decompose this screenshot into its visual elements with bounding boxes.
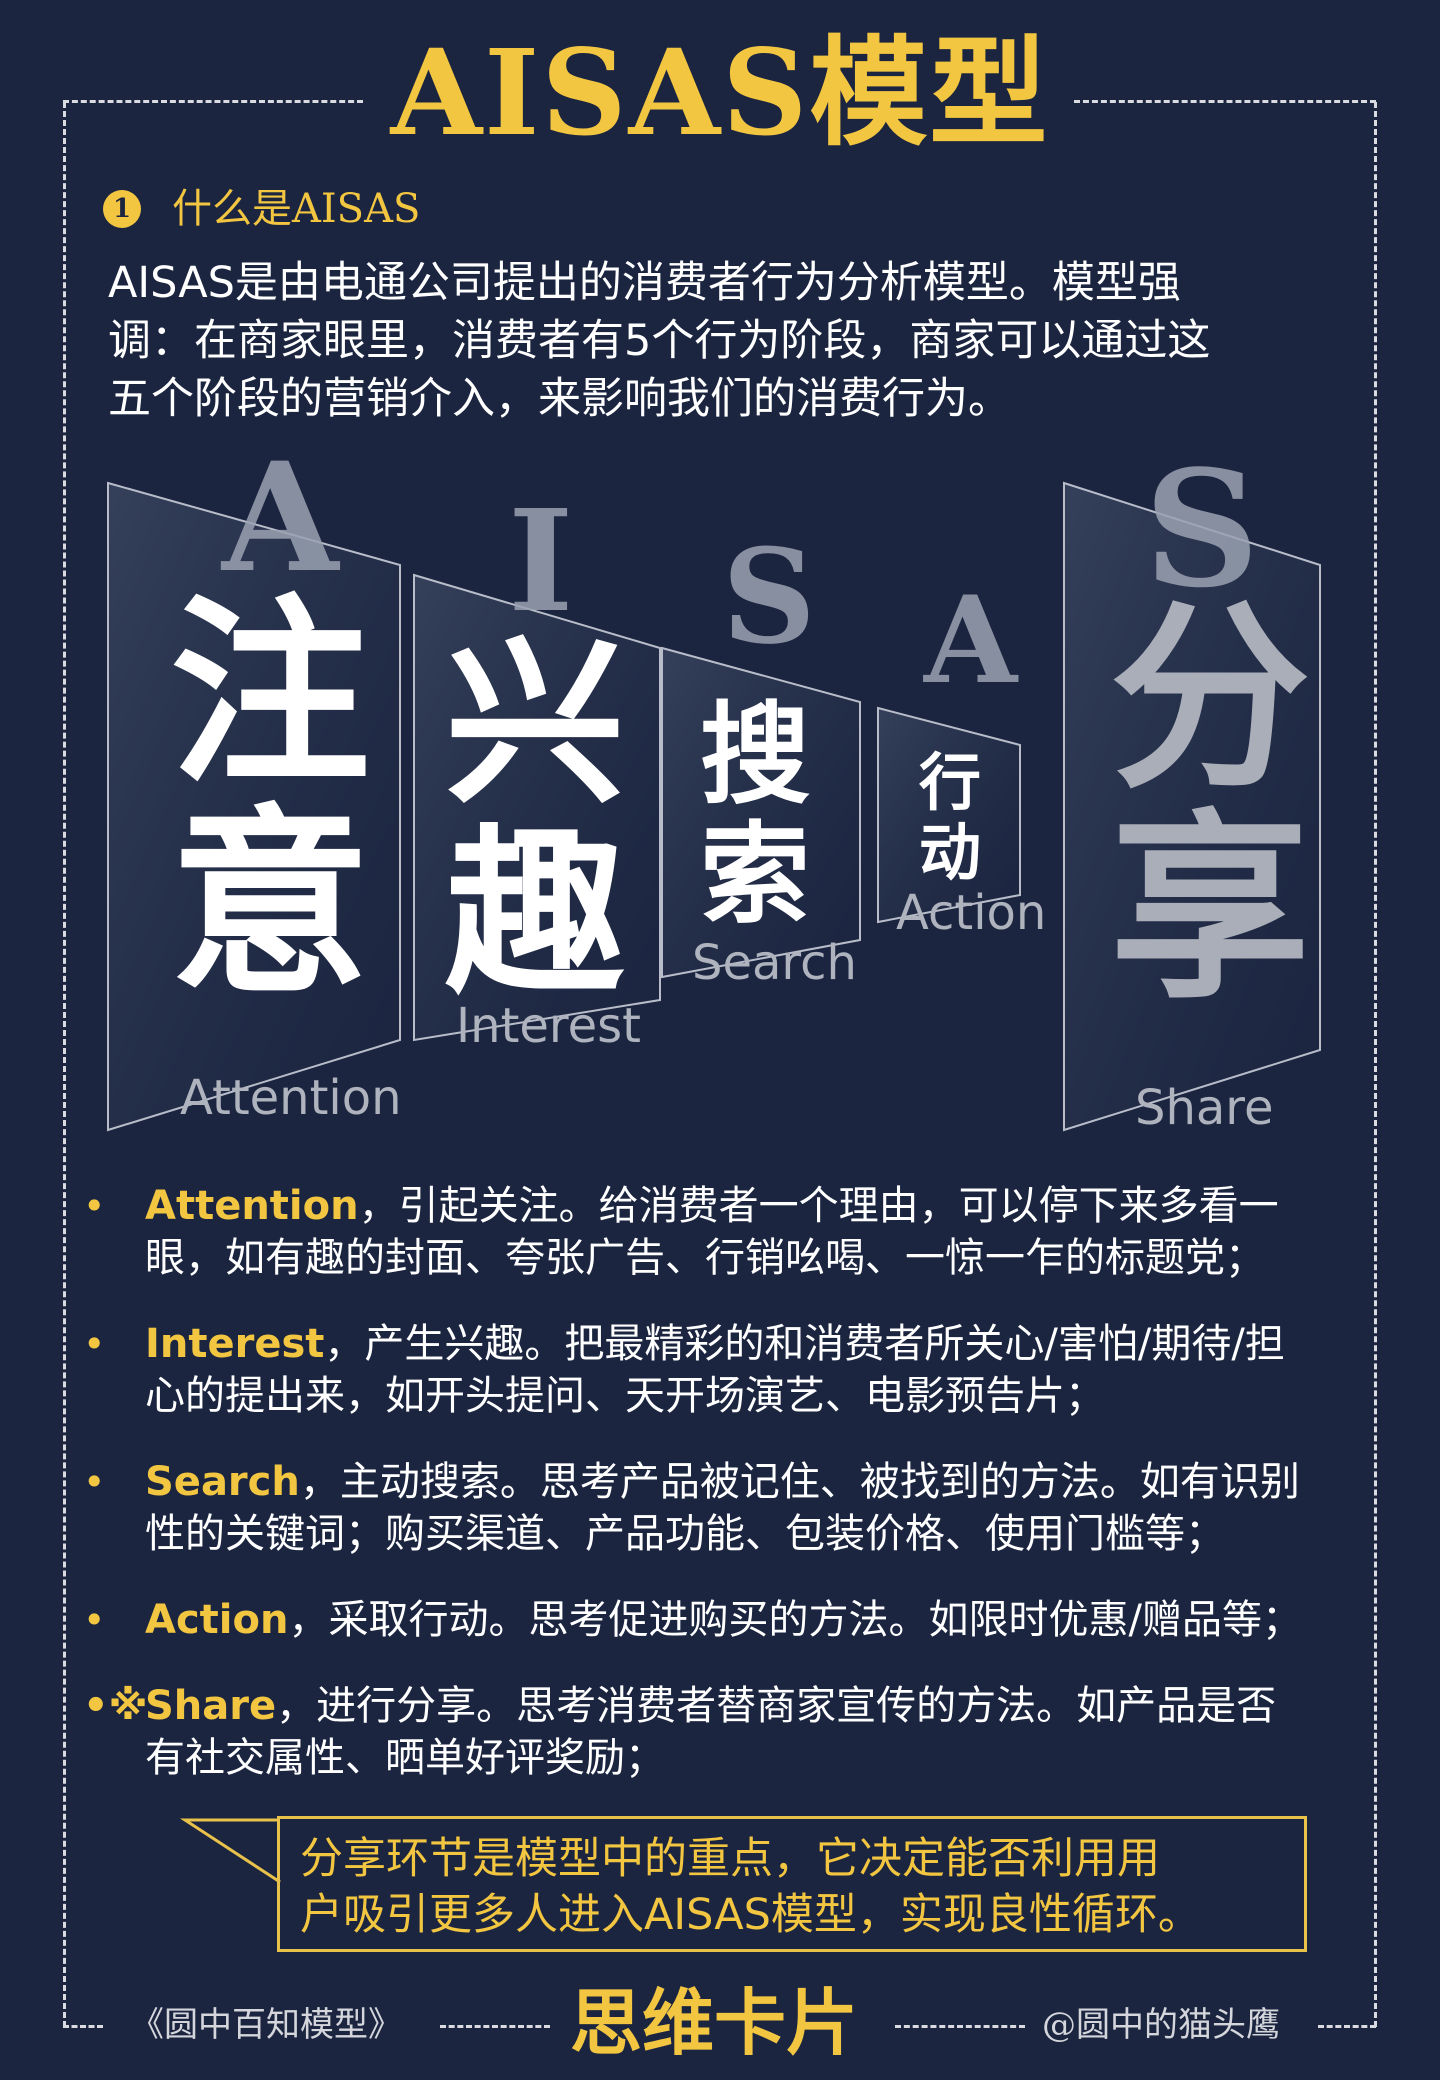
bullet-text: Search，主动搜索。思考产品被记住、被找到的方法。如有识别 性的关键词；购买… [145,1456,1365,1560]
bullet-line: Attention，引起关注。给消费者一个理由，可以停下来多看一 [145,1180,1365,1232]
bullet-line: 有社交属性、晒单好评奖励； [145,1735,665,1781]
bullet-line: 眼，如有趣的封面、夸张广告、行销吆喝、一惊一乍的标题党； [145,1235,1265,1281]
frame-right-border [1374,102,1377,2027]
stage-cn-char: 分 [1109,583,1310,816]
stage-en-interest: Interest [456,998,641,1054]
footer-book-title: 《圆中百知模型》 [130,2005,402,2045]
letter-s-first: S [722,520,816,673]
letter-a-first: A [222,430,339,606]
intro-line: 五个阶段的营销介入，来影响我们的消费行为。 [108,374,1011,424]
stage-cn-char: 索 [700,811,810,939]
aisas-panels-graphic [107,481,1321,1132]
frame-left-border [63,102,66,2027]
stage-en-attention: Attention [180,1070,402,1126]
bullet-marker: • [83,1460,106,1504]
intro-line: 调：在商家眼里，消费者有5个行为阶段，商家可以通过这 [108,316,1211,366]
stage-cn-char: 享 [1109,793,1310,1026]
stage-cn-char: 兴 [444,620,625,829]
frame-bottom-border [1318,2025,1376,2028]
bullet-line-text: ，进行分享。思考消费者替商家宣传的方法。如产品是否 [276,1683,1277,1729]
bullet-marker: • [83,1598,106,1642]
stage-cn-share: 分 享 [1090,595,1330,1015]
bullet-text: Share，进行分享。思考消费者替商家宣传的方法。如产品是否 有社交属性、晒单好… [145,1680,1365,1784]
page-title: AISAS模型 [390,23,1050,162]
frame-bottom-border [895,2025,1025,2028]
bullet-line-text: ，主动搜索。思考产品被记住、被找到的方法。如有识别 [299,1459,1300,1505]
panel-attention [107,481,401,1132]
bullet-line: Interest，产生兴趣。把最精彩的和消费者所关心/害怕/期待/担 [145,1318,1365,1370]
bullet-line-text: ，采取行动。思考促进购买的方法。如限时优惠/赠品等； [288,1597,1302,1643]
frame-bottom-border [63,2025,103,2028]
bullet-text: Action，采取行动。思考促进购买的方法。如限时优惠/赠品等； [145,1594,1365,1646]
footer-brand: 思维卡片 [570,1981,859,2065]
panel-share [1063,481,1321,1132]
stage-cn-attention: 注 意 [150,590,390,1010]
bullet-text: Attention，引起关注。给消费者一个理由，可以停下来多看一 眼，如有趣的封… [145,1180,1365,1284]
bullet-marker: •※ [83,1683,148,1729]
bullet-keyword: Action [145,1597,289,1643]
panel-action [877,706,1021,924]
bullet-text: Interest，产生兴趣。把最精彩的和消费者所关心/害怕/期待/担 心的提出来… [145,1318,1365,1422]
bullet-marker: • [83,1184,106,1228]
bullet-keyword: Share [145,1683,277,1729]
callout-box: 分享环节是模型中的重点，它决定能否利用用 户吸引更多人进入AISAS模型，实现良… [277,1816,1307,1952]
frame-top-right-border [1074,100,1376,103]
stage-cn-action: 行 动 [900,748,1000,888]
callout-pointer [180,1818,281,1884]
section-number-badge: 1 [103,190,141,228]
callout-line: 分享环节是模型中的重点，它决定能否利用用 [300,1834,1160,1884]
letter-a-second: A [924,570,1018,711]
aisas-diagram: A I S A S 注 意 兴 趣 搜 索 行 动 分 享 Attention … [0,430,1440,1160]
footer-author: @圆中的猫头鹰 [1042,2005,1280,2045]
stage-cn-char: 动 [918,816,981,889]
letter-s-second: S [1144,435,1260,623]
bullet-line: 性的关键词；购买渠道、产品功能、包装价格、使用门槛等； [145,1511,1225,1557]
stage-cn-char: 趣 [444,810,625,1019]
stage-en-action: Action [896,885,1047,941]
stage-cn-char: 搜 [700,691,810,819]
bullet-keyword: Attention [145,1183,359,1229]
bullet-marker: • [83,1322,106,1366]
bullet-line: Search，主动搜索。思考产品被记住、被找到的方法。如有识别 [145,1456,1365,1508]
bullet-line: 心的提出来，如开头提问、天开场演艺、电影预告片； [145,1373,1105,1419]
bullet-keyword: Interest [145,1321,325,1367]
frame-bottom-border [440,2025,550,2028]
panel-interest [413,573,661,1042]
stage-en-share: Share [1135,1080,1274,1136]
bullet-line-text: ，引起关注。给消费者一个理由，可以停下来多看一 [358,1183,1279,1229]
frame-top-left-border [63,100,363,103]
stage-cn-search: 搜 索 [680,695,830,935]
bullet-line: Share，进行分享。思考消费者替商家宣传的方法。如产品是否 [145,1680,1365,1732]
bullet-line-text: ，产生兴趣。把最精彩的和消费者所关心/害怕/期待/担 [324,1321,1285,1367]
stage-cn-interest: 兴 趣 [430,630,640,1010]
panel-search [661,646,861,979]
stage-cn-char: 行 [918,746,981,819]
stage-en-search: Search [692,935,857,991]
stage-cn-char: 意 [169,788,370,1021]
letter-i: I [508,480,574,644]
section-title: 什么是AISAS [172,186,421,232]
callout-line: 户吸引更多人进入AISAS模型，实现良性循环。 [300,1890,1201,1940]
bullet-line: Action，采取行动。思考促进购买的方法。如限时优惠/赠品等； [145,1594,1365,1646]
intro-paragraph: AISAS是由电通公司提出的消费者行为分析模型。模型强 调：在商家眼里，消费者有… [108,254,1348,428]
stage-cn-char: 注 [169,578,370,811]
bullet-keyword: Search [145,1459,300,1505]
intro-line: AISAS是由电通公司提出的消费者行为分析模型。模型强 [108,258,1181,308]
